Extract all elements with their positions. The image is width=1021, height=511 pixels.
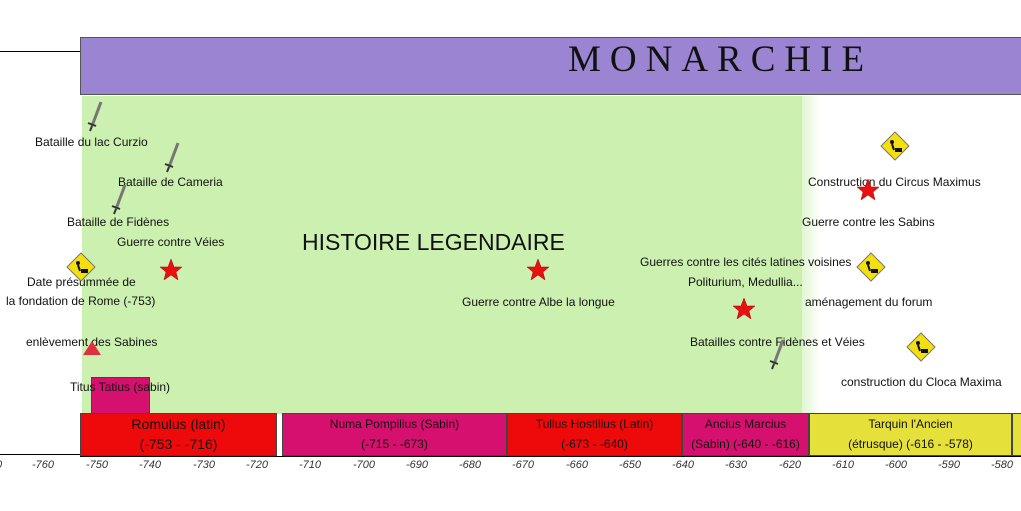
event-forum: aménagement du forum: [805, 295, 933, 309]
timeline-axis: [80, 456, 1021, 457]
event-fidenes: Bataille de Fidènes: [67, 215, 170, 229]
red-star-icon: [856, 178, 880, 201]
monarchy-banner: [80, 37, 1021, 95]
timeline-top-line: [0, 51, 80, 52]
tick-label: -670: [512, 459, 535, 471]
tick-label: -720: [246, 459, 269, 471]
reign-name: Tarquin l'Ancien: [868, 417, 953, 431]
reign-dates: (-753 - -716): [139, 436, 218, 452]
tick-label: 0: [0, 459, 2, 471]
tick-label: -750: [86, 459, 109, 471]
tick-label: -740: [139, 459, 162, 471]
event-albe: Guerre contre Albe la longue: [462, 295, 615, 309]
tick-label: -640: [672, 459, 695, 471]
sword-icon: [769, 339, 785, 370]
event-veies: Guerre contre Véies: [117, 235, 225, 249]
event-fondation-line1: Date présummée de: [27, 275, 136, 289]
tick-label: -760: [32, 459, 55, 471]
reign-tullus-hostilius: Tullus Hostilius (Latin) (-673 - -640): [507, 413, 682, 456]
tick-label: -650: [619, 459, 642, 471]
reign-dates: (-673 - -640): [561, 437, 628, 451]
tick-label: -690: [406, 459, 429, 471]
titus-tatius-label: Titus Tatius (sabin): [70, 380, 171, 394]
reign-numa-pompilius: Numa Pompilius (Sabin) (-715 - -673): [282, 413, 507, 456]
red-star-icon: [159, 258, 183, 281]
reign-dates: (Sabin) (-640 - -616): [691, 437, 800, 451]
event-cameria: Bataille de Cameria: [118, 175, 223, 189]
construction-sign-icon: [856, 252, 886, 282]
legendary-history-zone-fade: [790, 96, 820, 414]
sword-icon: [164, 142, 180, 173]
tick-label: -700: [353, 459, 376, 471]
tick-label: -610: [832, 459, 855, 471]
red-star-icon: [732, 297, 756, 320]
red-triangle-icon: [83, 341, 101, 355]
reign-ancius-marcius: Ancius Marcius (Sabin) (-640 - -616): [682, 413, 809, 456]
tick-label: -710: [299, 459, 322, 471]
legendary-history-title: HISTOIRE LEGENDAIRE: [302, 229, 565, 255]
reign-next-stub: [1012, 413, 1021, 456]
tick-label: -580: [991, 459, 1014, 471]
event-circus-maximus: Construction du Circus Maximus: [808, 175, 981, 189]
reign-dates: (-715 - -673): [361, 437, 428, 451]
reign-name: Romulus (latin): [131, 416, 226, 432]
reign-dates: (étrusque) (-616 - -578): [848, 437, 973, 451]
tick-label: -660: [566, 459, 589, 471]
tick-label: -680: [459, 459, 482, 471]
event-latines-line1: Guerres contre les cités latines voisine…: [640, 255, 852, 269]
sword-icon: [111, 184, 127, 215]
reign-name: Tullus Hostilius (Latin): [535, 417, 654, 431]
tick-label: -730: [193, 459, 216, 471]
tick-label: -600: [885, 459, 908, 471]
event-lac-curzio: Bataille du lac Curzio: [35, 135, 148, 149]
reign-name: Numa Pompilius (Sabin): [329, 417, 460, 431]
timeline-bottom-line: [0, 454, 80, 455]
construction-sign-icon: [880, 131, 910, 161]
construction-sign-icon: [66, 252, 96, 282]
event-sabins: Guerre contre les Sabins: [802, 215, 935, 229]
reign-romulus: Romulus (latin) (-753 - -716): [80, 413, 277, 456]
reign-name: Ancius Marcius: [704, 417, 787, 431]
event-latines-line2: Politurium, Medullia...: [688, 275, 803, 289]
monarchy-banner-title: MONARCHIE: [568, 39, 874, 80]
tick-label: -620: [779, 459, 802, 471]
tick-label: -590: [938, 459, 961, 471]
red-star-icon: [526, 258, 550, 281]
titus-tatius-box: [91, 377, 150, 414]
event-fidenes-veies: Batailles contre Fidènes et Véies: [690, 335, 865, 349]
construction-sign-icon: [906, 332, 936, 362]
tick-label: -630: [725, 459, 748, 471]
sword-icon: [87, 101, 103, 132]
legendary-history-zone: [82, 96, 802, 414]
reign-tarquin-ancien: Tarquin l'Ancien (étrusque) (-616 - -578…: [809, 413, 1012, 456]
event-cloaca-maxima: construction du Cloca Maxima: [841, 375, 1002, 389]
event-fondation-line2: la fondation de Rome (-753): [6, 294, 156, 308]
